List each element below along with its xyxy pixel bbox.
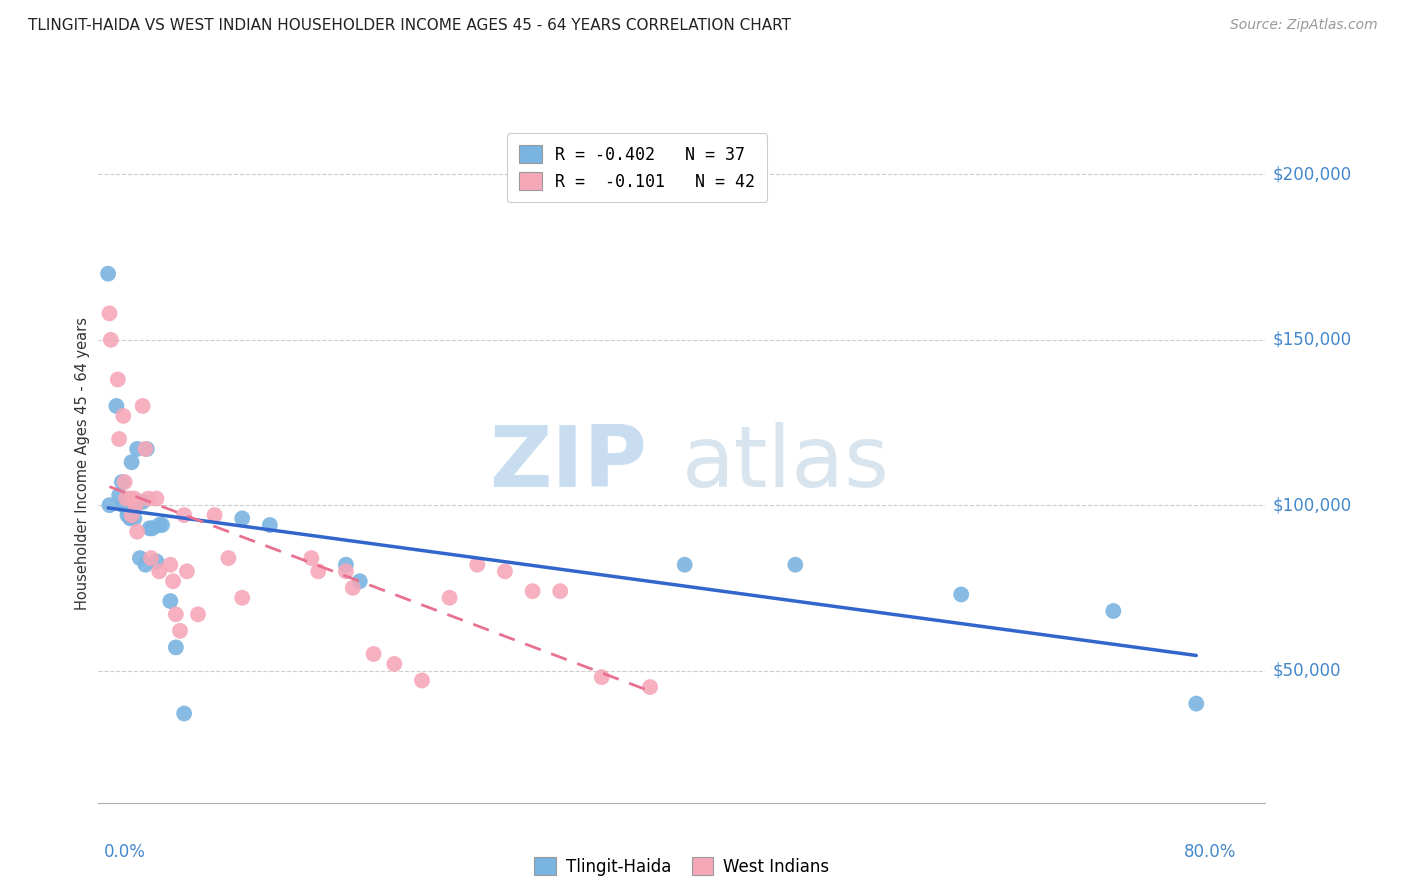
Point [1102,604,1125,618]
Point [176,564,198,578]
Point [165,640,187,655]
Point [134,442,156,456]
Point [307,564,329,578]
Point [187,607,209,622]
Point [122,495,145,509]
Text: $50,000: $50,000 [1272,662,1341,680]
Point [349,574,371,589]
Point [494,564,516,578]
Point [638,680,661,694]
Point [129,551,152,566]
Point [217,551,239,566]
Point [165,607,187,622]
Point [335,564,357,578]
Point [465,558,488,572]
Point [120,491,142,506]
Point [145,554,167,568]
Point [97,267,120,281]
Point [124,511,146,525]
Point [548,584,571,599]
Point [148,564,170,578]
Point [128,495,150,509]
Point [439,591,461,605]
Point [173,706,195,721]
Point [145,491,167,506]
Point [107,372,129,386]
Point [231,591,253,605]
Point [115,498,138,512]
Point [1185,697,1208,711]
Point [342,581,364,595]
Point [299,551,322,566]
Text: 80.0%: 80.0% [1184,843,1236,861]
Point [139,551,162,566]
Text: 0.0%: 0.0% [104,843,146,861]
Point [159,594,181,608]
Point [105,399,128,413]
Point [522,584,544,599]
Point [112,409,135,423]
Point [673,558,696,572]
Point [111,475,134,489]
Point [100,333,122,347]
Point [121,508,143,522]
Point [124,491,146,506]
Point [131,495,153,509]
Point [785,558,807,572]
Point [162,574,184,589]
Point [108,432,131,446]
Point [950,587,973,601]
Point [98,306,121,320]
Point [108,488,131,502]
Point [131,399,153,413]
Point [363,647,385,661]
Y-axis label: Householder Income Ages 45 - 64 years: Householder Income Ages 45 - 64 years [75,318,90,610]
Point [136,491,159,506]
Point [148,518,170,533]
Point [411,673,433,688]
Point [118,505,141,519]
Point [98,498,121,512]
Point [127,524,149,539]
Point [118,498,141,512]
Point [134,558,156,572]
Point [159,558,181,572]
Point [121,455,143,469]
Point [259,518,281,533]
Text: Source: ZipAtlas.com: Source: ZipAtlas.com [1230,18,1378,32]
Point [127,442,149,456]
Point [231,511,253,525]
Point [125,498,148,512]
Point [173,508,195,522]
Text: $100,000: $100,000 [1272,496,1351,514]
Point [115,491,138,506]
Point [120,511,142,525]
Text: atlas: atlas [682,422,890,506]
Point [114,475,136,489]
Text: TLINGIT-HAIDA VS WEST INDIAN HOUSEHOLDER INCOME AGES 45 - 64 YEARS CORRELATION C: TLINGIT-HAIDA VS WEST INDIAN HOUSEHOLDER… [28,18,792,33]
Point [117,508,139,522]
Point [135,442,157,456]
Point [204,508,226,522]
Point [382,657,405,671]
Legend: Tlingit-Haida, West Indians: Tlingit-Haida, West Indians [527,851,837,882]
Point [150,518,173,533]
Text: ZIP: ZIP [489,422,647,506]
Point [335,558,357,572]
Text: $200,000: $200,000 [1272,166,1351,184]
Point [112,498,135,512]
Point [138,521,160,535]
Point [591,670,613,684]
Point [141,521,163,535]
Text: $150,000: $150,000 [1272,331,1351,349]
Point [169,624,191,638]
